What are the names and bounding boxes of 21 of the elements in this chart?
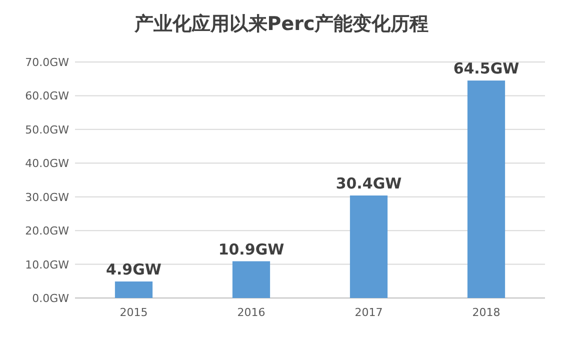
x-tick-label: 2016 <box>237 306 266 319</box>
x-tick-label: 2015 <box>120 306 148 319</box>
y-tick-label: 70.0GW <box>25 56 70 69</box>
y-tick-label: 30.0GW <box>25 190 70 204</box>
data-label: 30.4GW <box>336 174 402 193</box>
x-tick-label: 2018 <box>472 306 500 319</box>
x-tick-label: 2017 <box>354 306 383 319</box>
chart-title: 产业化应用以来Perc产能变化历程 <box>133 13 429 35</box>
data-label: 10.9GW <box>218 240 285 258</box>
y-tick-label: 40.0GW <box>25 157 70 170</box>
y-tick-label: 50.0GW <box>25 123 70 136</box>
data-label: 4.9GW <box>106 260 162 278</box>
y-tick-label: 0.0GW <box>32 292 70 305</box>
y-tick-label: 20.0GW <box>25 224 70 238</box>
bar <box>114 281 153 298</box>
data-label: 64.5GW <box>453 60 520 78</box>
y-tick-label: 60.0GW <box>25 90 70 103</box>
bar <box>232 261 270 298</box>
y-tick-label: 10.0GW <box>25 258 70 272</box>
bar <box>467 80 506 298</box>
bar <box>350 196 388 298</box>
